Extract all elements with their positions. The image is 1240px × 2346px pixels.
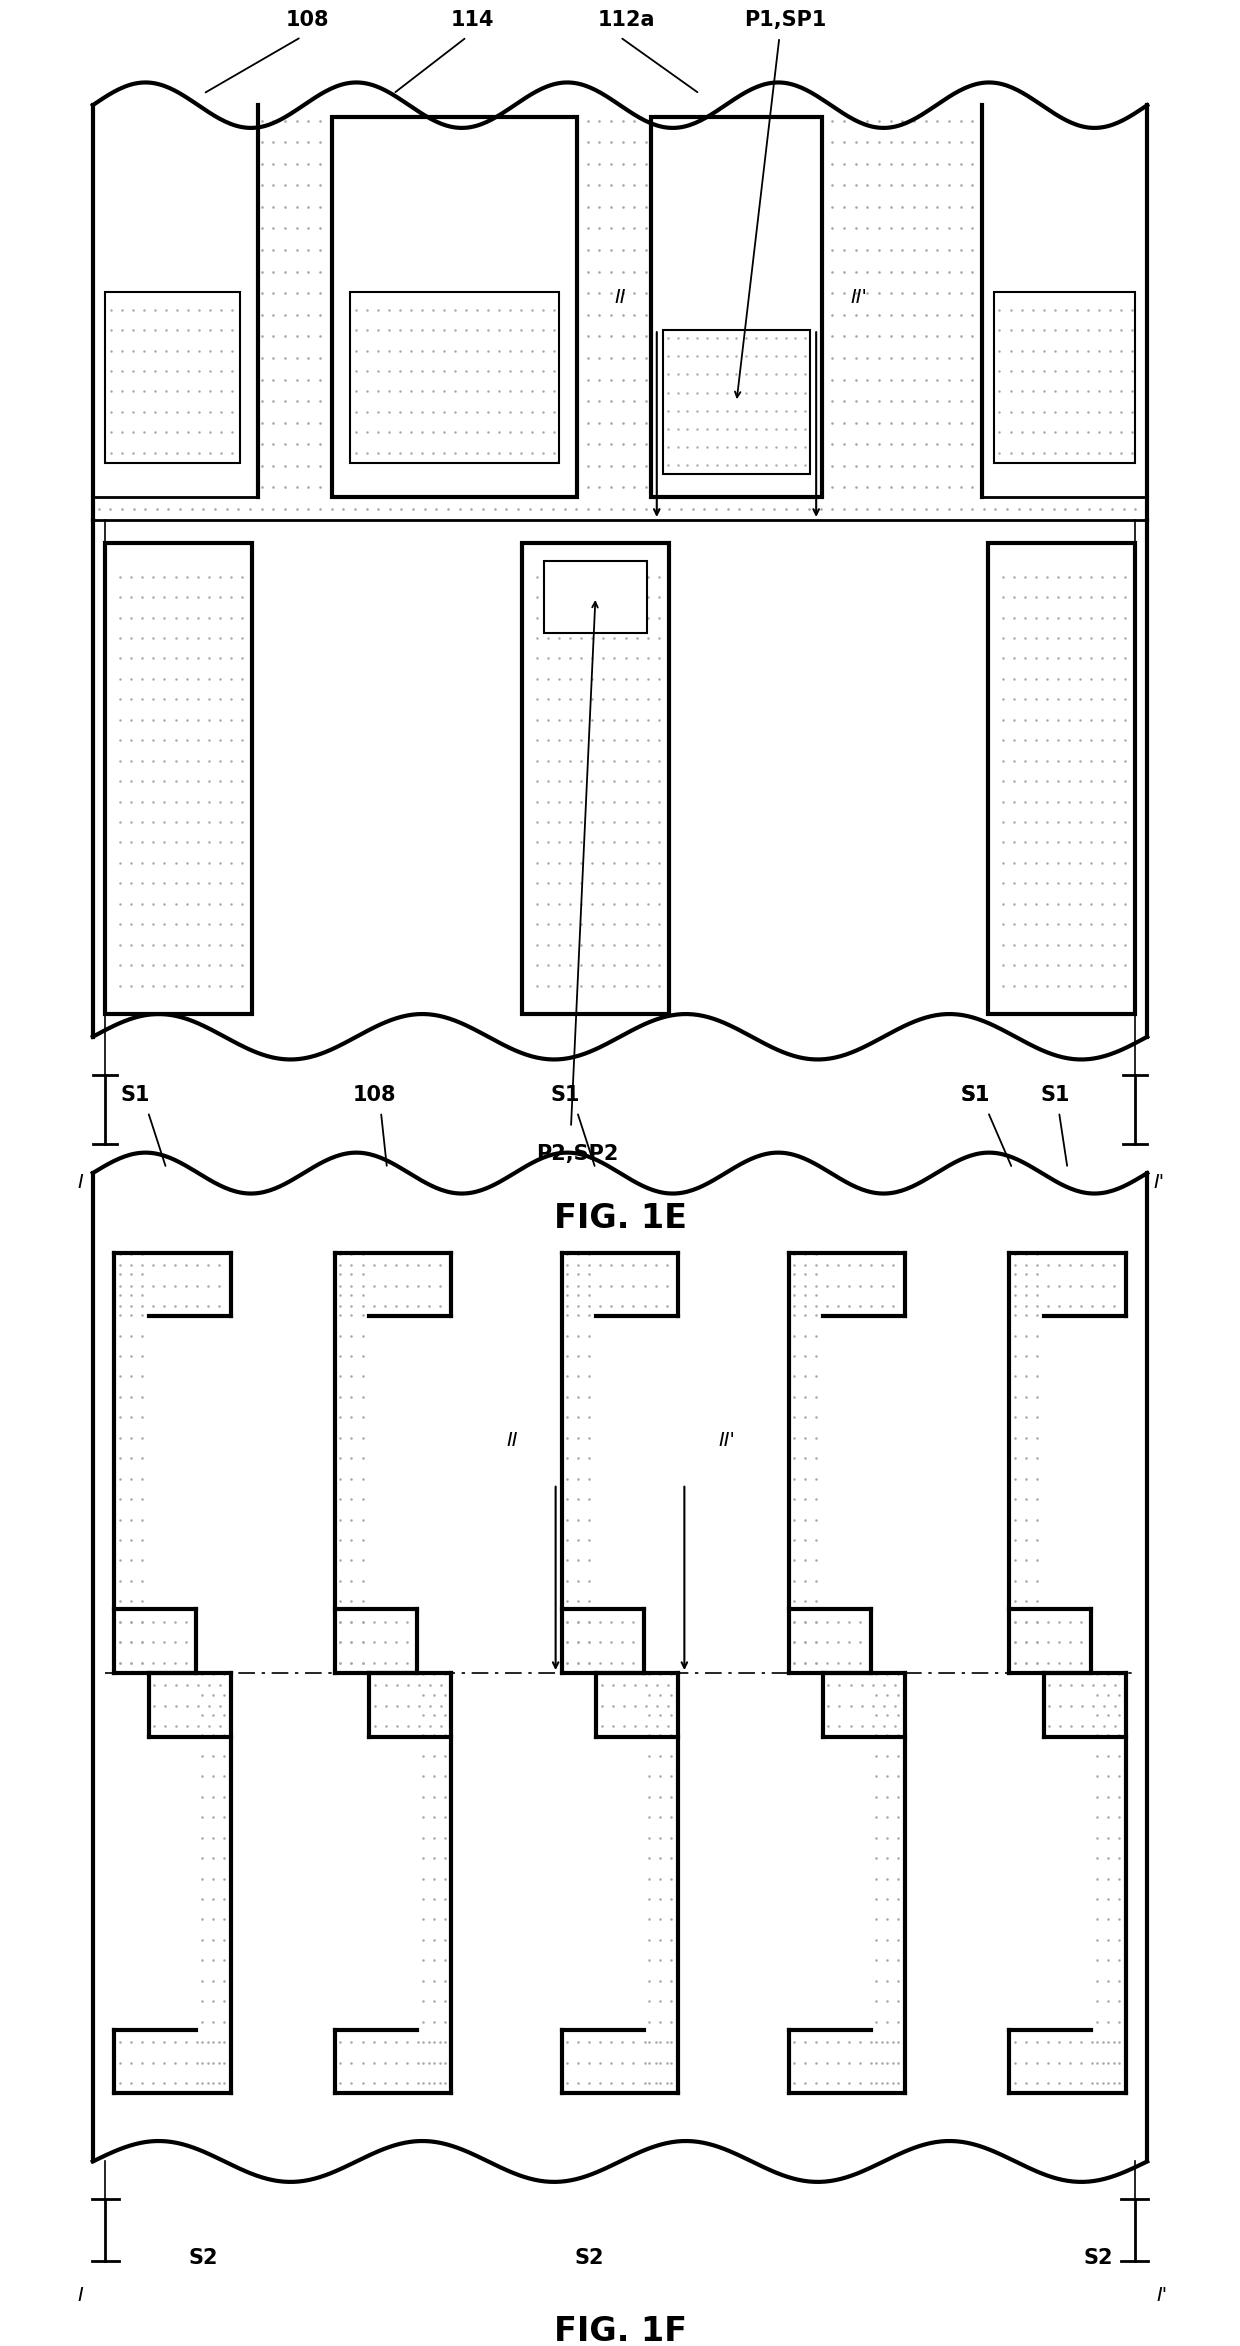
Bar <box>522 542 670 1013</box>
Bar <box>149 1673 231 1736</box>
Bar <box>332 117 577 497</box>
Bar <box>789 1736 870 2029</box>
Bar <box>1009 1253 1044 1673</box>
Text: 114: 114 <box>451 9 495 30</box>
Bar <box>789 1253 905 1316</box>
Bar <box>114 1736 196 2029</box>
Bar <box>105 542 252 1013</box>
Bar <box>105 542 252 1013</box>
Bar <box>823 1673 905 1736</box>
Bar <box>596 1673 678 1736</box>
Text: S1: S1 <box>1040 1084 1070 1105</box>
Bar <box>522 542 670 1013</box>
Bar <box>114 1253 231 1316</box>
Bar <box>149 1316 231 1609</box>
Text: P1,SP1: P1,SP1 <box>744 9 827 30</box>
Bar <box>335 1736 417 2029</box>
Text: I: I <box>78 2287 83 2306</box>
Text: S2: S2 <box>574 2247 604 2269</box>
Bar <box>1009 2029 1126 2093</box>
Text: I': I' <box>1154 1173 1166 1192</box>
Bar <box>651 117 822 497</box>
Bar <box>335 1253 451 1316</box>
Bar <box>982 117 1147 497</box>
Bar <box>370 1316 451 1609</box>
Bar <box>562 1736 644 2029</box>
Text: S2: S2 <box>1084 2247 1114 2269</box>
Bar <box>789 2029 905 2093</box>
Bar <box>789 1253 823 1673</box>
Bar <box>789 1609 870 1673</box>
Bar <box>105 291 239 462</box>
Bar <box>544 561 647 633</box>
Text: I': I' <box>1157 2287 1168 2306</box>
Bar <box>335 1253 370 1673</box>
Bar <box>988 542 1135 1013</box>
Bar <box>335 2029 451 2093</box>
Text: II': II' <box>851 289 868 307</box>
Text: I: I <box>78 1173 83 1192</box>
Bar <box>370 1673 451 1736</box>
Bar <box>1009 1253 1126 1316</box>
Text: II: II <box>614 289 626 307</box>
Text: FIG. 1E: FIG. 1E <box>553 1201 687 1234</box>
Bar <box>823 1316 905 1609</box>
Text: P2,SP2: P2,SP2 <box>536 1143 619 1164</box>
Bar <box>562 1609 644 1673</box>
Text: 108: 108 <box>285 9 329 30</box>
Bar <box>870 1673 905 2093</box>
Bar <box>93 106 1147 521</box>
Bar <box>332 117 577 497</box>
Bar <box>562 2029 678 2093</box>
Bar <box>114 1609 196 1673</box>
Bar <box>114 1253 149 1673</box>
Bar <box>988 542 1135 1013</box>
Text: 112a: 112a <box>598 9 655 30</box>
Bar <box>114 2029 231 2093</box>
Bar <box>350 291 559 462</box>
Bar <box>644 1673 678 2093</box>
Text: S1: S1 <box>961 1084 991 1105</box>
Bar <box>93 1173 1147 2196</box>
Text: II': II' <box>719 1431 735 1450</box>
Text: S1: S1 <box>551 1084 579 1105</box>
Bar <box>196 1673 231 2093</box>
Bar <box>994 291 1135 462</box>
Bar <box>562 1253 678 1316</box>
Bar <box>335 1609 417 1673</box>
Bar <box>596 1316 678 1609</box>
Text: S1: S1 <box>122 1084 150 1105</box>
Bar <box>93 521 1147 1070</box>
Bar <box>663 331 810 474</box>
Text: FIG. 1F: FIG. 1F <box>553 2316 687 2346</box>
Text: S1: S1 <box>961 1084 991 1105</box>
Bar <box>544 561 647 633</box>
Bar <box>417 1673 451 2093</box>
Bar <box>1009 1736 1091 2029</box>
Bar <box>1091 1673 1126 2093</box>
Bar <box>1009 1609 1091 1673</box>
Bar <box>651 117 822 497</box>
Bar <box>93 117 258 497</box>
Text: 108: 108 <box>353 1084 397 1105</box>
Text: S2: S2 <box>188 2247 218 2269</box>
Bar <box>1044 1673 1126 1736</box>
Bar <box>1044 1316 1126 1609</box>
Bar <box>562 1253 596 1673</box>
Text: II: II <box>507 1431 518 1450</box>
